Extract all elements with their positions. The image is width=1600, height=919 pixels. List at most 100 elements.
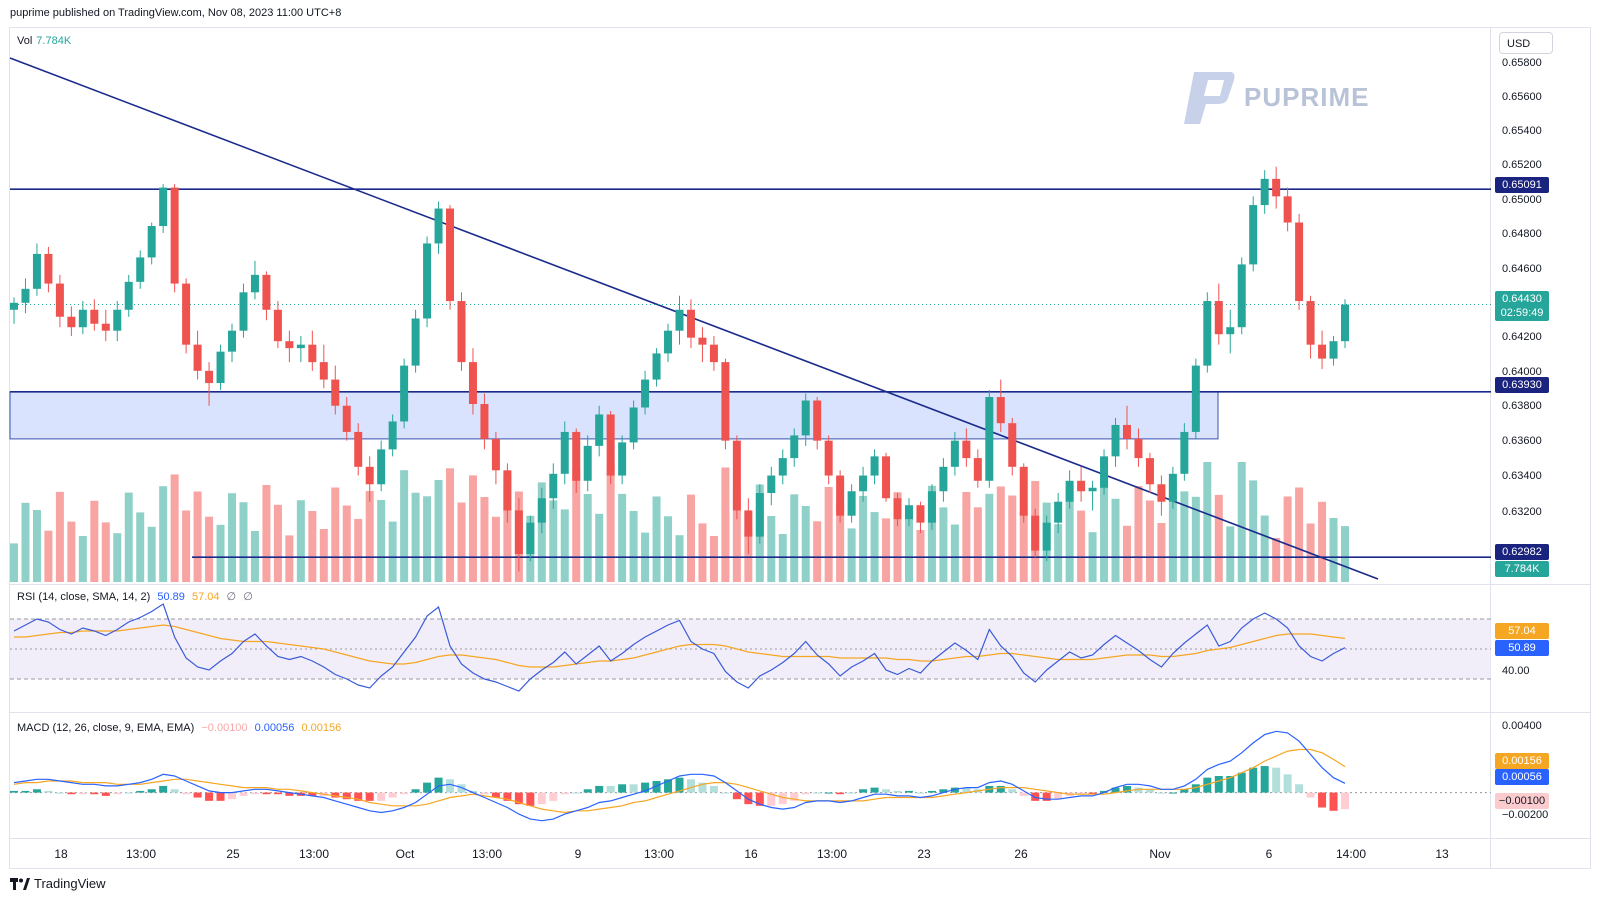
support-price-tag: 0.63930 — [1495, 377, 1549, 393]
macd-legend-name: MACD — [17, 722, 50, 734]
candle-body — [755, 493, 764, 537]
candle-body — [136, 257, 145, 282]
macd-histogram-bar — [1100, 790, 1109, 793]
volume-bar — [560, 509, 569, 582]
macd-histogram-bar — [1329, 792, 1338, 811]
candle-body — [1237, 264, 1246, 328]
macd-histogram-bar — [32, 789, 41, 793]
macd-histogram-bar — [549, 792, 558, 801]
macd-tick: 0.00400 — [1502, 720, 1542, 732]
macd-legend-macd: 0.00056 — [254, 722, 295, 734]
volume-bar — [32, 510, 41, 582]
candle-body — [10, 302, 18, 310]
volume-bar — [446, 468, 455, 582]
volume-bar — [1134, 486, 1143, 582]
volume-bar — [1122, 525, 1131, 582]
volume-bar — [113, 533, 122, 582]
volume-bar — [893, 492, 902, 582]
candle-body — [250, 274, 259, 293]
macd-histogram-bar — [790, 792, 799, 801]
volume-bar — [606, 462, 615, 582]
macd-histogram-bar — [1019, 792, 1028, 796]
volume-bar — [205, 516, 214, 582]
macd-histogram-bar — [101, 792, 110, 796]
volume-bar — [939, 507, 948, 582]
volume-legend[interactable]: Vol 7.784K — [17, 35, 71, 47]
macd-line-tag: 0.00056 — [1495, 769, 1549, 785]
price-tick: 0.65200 — [1502, 159, 1542, 171]
candle-body — [1054, 501, 1063, 523]
time-tick: 13:00 — [471, 847, 503, 861]
macd-histogram-bar — [90, 792, 99, 795]
volume-legend-value: 7.784K — [36, 35, 72, 47]
volume-bar — [1226, 526, 1235, 582]
tradingview-branding[interactable]: TradingView — [10, 876, 106, 891]
volume-bar — [193, 491, 202, 582]
volume-bar — [1283, 496, 1292, 582]
price-tick: 0.63400 — [1502, 470, 1542, 482]
candle-body — [457, 301, 466, 363]
macd-histogram-bar — [1157, 792, 1166, 794]
pane-separator[interactable] — [9, 584, 1591, 585]
candle-body — [801, 400, 810, 436]
candle-body — [468, 362, 477, 404]
candle-body — [1031, 515, 1040, 551]
macd-histogram-bar — [882, 789, 891, 793]
volume-value-tag: 7.784K — [1495, 561, 1549, 577]
macd-histogram-bar — [136, 790, 145, 793]
candle-body — [732, 440, 741, 511]
macd-histogram-bar — [250, 792, 259, 795]
candle-body — [170, 187, 179, 284]
candle-body — [939, 466, 948, 492]
macd-histogram-bar — [1260, 766, 1269, 793]
macd-histogram-bar — [560, 792, 569, 795]
macd-legend[interactable]: MACD (12, 26, close, 9, EMA, EMA) −0.001… — [17, 722, 341, 734]
macd-histogram-bar — [641, 782, 650, 793]
candle-body — [182, 283, 191, 345]
volume-bar — [457, 502, 466, 582]
volume-bar — [67, 521, 76, 582]
volume-bar — [365, 491, 374, 582]
candle-body — [205, 370, 214, 384]
rsi-legend[interactable]: RSI (14, close, SMA, 14, 2) 50.89 57.04 … — [17, 590, 253, 603]
volume-bar — [904, 513, 913, 582]
macd-histogram-bar — [537, 792, 546, 805]
candle-body — [423, 243, 432, 319]
currency-button[interactable]: USD — [1499, 32, 1553, 54]
macd-histogram-bar — [67, 792, 76, 795]
macd-histogram-bar — [583, 789, 592, 793]
macd-histogram-bar — [400, 792, 409, 795]
macd-histogram-bar — [652, 780, 661, 793]
macd-histogram-bar — [801, 792, 810, 795]
macd-histogram-bar — [1214, 776, 1223, 793]
macd-histogram-bar — [193, 792, 202, 798]
volume-bar — [136, 512, 145, 582]
volume-bar — [1100, 480, 1109, 582]
volume-bar — [801, 506, 810, 582]
candle-body — [480, 404, 489, 439]
macd-histogram-bar — [480, 792, 489, 795]
candle-body — [308, 344, 317, 363]
rsi-legend-extra1: ∅ — [226, 591, 237, 603]
candle-body — [549, 473, 558, 499]
macd-histogram-bar — [526, 792, 535, 806]
volume-bar — [55, 491, 64, 582]
volume-bar — [44, 530, 53, 582]
price-axis-panel[interactable] — [1491, 27, 1591, 869]
volume-bar — [1214, 494, 1223, 582]
volume-bar — [147, 526, 156, 582]
candle-body — [526, 522, 535, 555]
macd-histogram-bar — [1111, 787, 1120, 793]
rsi-legend-params: (14, close, SMA, 14, 2) — [38, 591, 151, 603]
candle-body — [1157, 484, 1166, 502]
pane-separator[interactable] — [9, 712, 1591, 713]
time-tick: Oct — [395, 847, 415, 861]
volume-bar — [549, 500, 558, 582]
macd-histogram-bar — [170, 789, 179, 793]
macd-histogram-bar — [675, 777, 684, 793]
volume-bar — [686, 494, 695, 582]
candle-body — [1272, 178, 1281, 197]
macd-histogram-bar — [744, 792, 753, 805]
macd-histogram-bar — [365, 792, 374, 801]
